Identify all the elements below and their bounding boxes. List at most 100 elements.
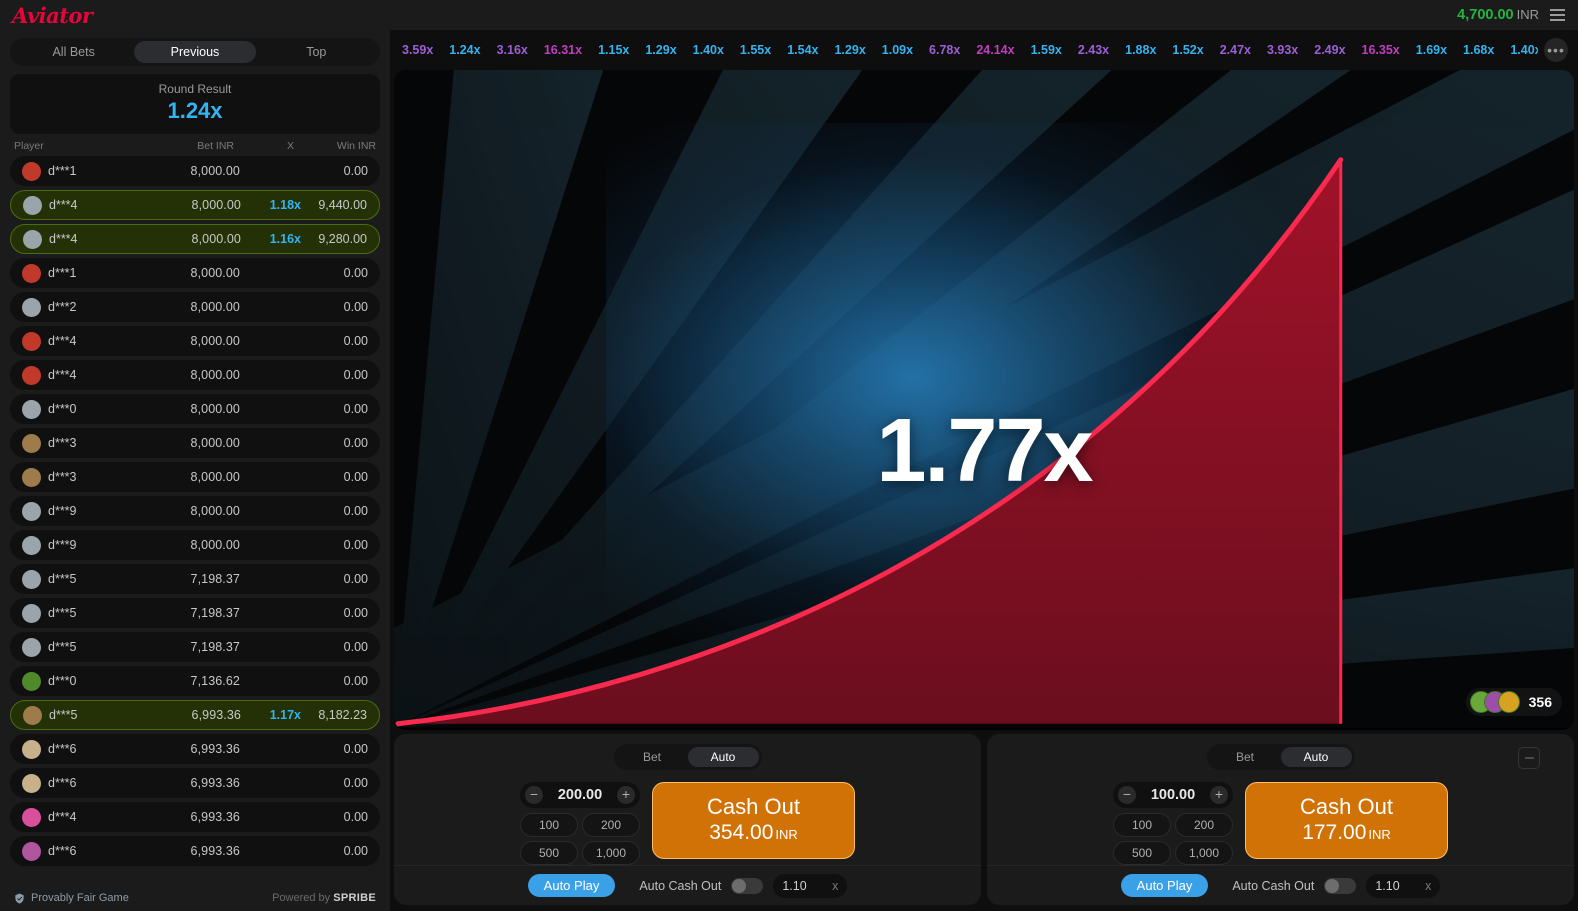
auto-cash-out-toggle[interactable] [1324,877,1357,894]
row-bet: 6,993.36 [190,844,240,858]
history-multiplier[interactable]: 1.29x [834,43,866,57]
cash-out-button[interactable]: Cash Out 177.00 INR [1245,782,1448,859]
avatar [22,331,41,351]
hamburger-menu-icon[interactable] [1549,6,1566,24]
table-row[interactable]: d***9 8,000.00 0.00 [10,496,380,526]
bets-list[interactable]: d***1 8,000.00 0.00 d***4 8,000.00 1.18x 9,440… [0,156,390,885]
collapse-panel-icon[interactable] [1518,747,1540,769]
auto-cash-out-value: 1.10 [1375,878,1400,893]
auto-cash-out-toggle[interactable] [731,877,764,894]
stake-chip[interactable]: 200 [582,813,640,837]
history-multiplier[interactable]: 1.52x [1172,43,1204,57]
table-row[interactable]: d***5 7,198.37 0.00 [10,598,380,628]
auto-cash-out-value: 1.10 [782,878,807,893]
history-multiplier[interactable]: 1.09x [881,43,914,57]
table-row[interactable]: d***2 8,000.00 0.00 [10,292,380,322]
table-row[interactable]: d***1 8,000.00 0.00 [10,156,380,186]
history-multiplier[interactable]: 1.69x [1415,43,1448,57]
stake-chip[interactable]: 1,000 [1175,841,1233,865]
stake-chip[interactable]: 500 [520,841,578,865]
table-row[interactable]: d***4 8,000.00 1.18x 9,440.00 [10,190,380,220]
history-multiplier[interactable]: 2.49x [1314,43,1346,57]
auto-cash-out-field[interactable]: 1.10 x [773,873,848,898]
multiplier-history-list[interactable]: 3.59x 1.24x 3.16x 16.31x 1.15x 1.29x 1.40x 1.55… [402,43,1538,57]
table-row[interactable]: d***0 7,136.62 0.00 [10,666,380,696]
history-multiplier[interactable]: 6.78x [929,43,961,57]
history-multiplier[interactable]: 3.59x [402,43,434,57]
table-row[interactable]: d***5 6,993.36 1.17x 8,182.23 [10,700,380,730]
toggle-auto[interactable]: Auto [687,747,759,767]
table-row[interactable]: d***4 6,993.36 0.00 [10,802,380,832]
history-multiplier[interactable]: 1.54x [787,43,819,57]
table-row[interactable]: d***5 7,198.37 0.00 [10,564,380,594]
history-multiplier[interactable]: 24.14x [976,43,1015,57]
history-multiplier[interactable]: 1.88x [1125,43,1157,57]
players-count-badge[interactable]: 356 [1465,688,1562,716]
balance-currency: INR [1516,7,1539,22]
panel-middle: −200.00 +100 200 500 1,000 Cash Out 354.00 INR [520,782,855,865]
cash-out-button[interactable]: Cash Out 354.00 INR [652,782,855,859]
table-row[interactable]: d***6 6,993.36 0.00 [10,734,380,764]
auto-play-button[interactable]: Auto Play [527,874,616,897]
table-row[interactable]: d***5 7,198.37 0.00 [10,632,380,662]
minus-icon[interactable]: − [1118,786,1136,804]
history-multiplier[interactable]: 2.43x [1077,43,1110,57]
history-multiplier[interactable]: 1.29x [645,43,677,57]
provably-fair-link[interactable]: Provably Fair Game [14,892,129,904]
stake-chip[interactable]: 100 [1113,813,1171,837]
row-player: d***9 [48,538,77,552]
table-row[interactable]: d***4 8,000.00 1.16x 9,280.00 [10,224,380,254]
toggle-auto[interactable]: Auto [1280,747,1352,767]
flight-curve [395,157,1344,727]
table-row[interactable]: d***6 6,993.36 0.00 [10,836,380,866]
history-multiplier[interactable]: 1.24x [449,43,481,57]
tab-all-bets[interactable]: All Bets [52,45,95,59]
provably-fair-label: Provably Fair Game [31,892,129,904]
table-row[interactable]: d***3 8,000.00 0.00 [10,462,380,492]
history-multiplier[interactable]: 1.68x [1463,43,1495,57]
stake-chip[interactable]: 500 [1113,841,1171,865]
history-multiplier[interactable]: 1.40x [692,43,724,57]
stake-chip[interactable]: 1,000 [582,841,640,865]
history-multiplier[interactable]: 3.16x [496,43,528,57]
table-row[interactable]: d***4 8,000.00 0.00 [10,360,380,390]
stake-chip[interactable]: 200 [1175,813,1233,837]
ellipsis-icon[interactable]: ••• [1544,38,1568,62]
history-multiplier[interactable]: 16.31x [543,43,583,57]
table-row[interactable]: d***0 8,000.00 0.00 [10,394,380,424]
auto-cash-out-field[interactable]: 1.10 x [1366,873,1441,898]
toggle-bet[interactable]: Bet [642,750,661,764]
history-multiplier[interactable]: 1.15x [598,43,630,57]
stake-value[interactable]: 100.00 [1150,787,1196,803]
auto-play-button[interactable]: Auto Play [1120,874,1209,897]
history-multiplier[interactable]: 2.47x [1219,43,1251,57]
table-row[interactable]: d***1 8,000.00 0.00 [10,258,380,288]
tab-previous[interactable]: Previous [134,41,256,63]
table-row[interactable]: d***6 6,993.36 0.00 [10,768,380,798]
tab-top[interactable]: Top [306,45,327,59]
table-row[interactable]: d***4 8,000.00 0.00 [10,326,380,356]
cash-out-title: Cash Out [707,793,800,819]
balance-amount: 4,700.00 [1457,7,1514,23]
plus-icon[interactable]: + [1209,786,1228,804]
history-multiplier[interactable]: 16.35x [1361,43,1400,57]
history-multiplier[interactable]: 1.59x [1030,43,1062,57]
row-win: 0.00 [343,368,368,382]
table-row[interactable]: d***3 8,000.00 0.00 [10,428,380,458]
history-multiplier[interactable]: 1.55x [739,43,772,57]
top-bar: Aviator 4,700.00 INR [0,0,1578,30]
row-player: d***3 [48,436,77,450]
history-multiplier[interactable]: 1.40x [1510,43,1538,57]
minus-icon[interactable]: − [525,786,543,804]
row-bet: 8,000.00 [190,402,240,416]
row-win: 0.00 [343,640,368,654]
toggle-bet[interactable]: Bet [1235,750,1254,764]
row-bet: 7,198.37 [190,572,240,586]
plus-icon[interactable]: + [616,786,635,804]
row-win: 0.00 [343,164,368,178]
row-player: d***1 [48,164,77,178]
stake-value[interactable]: 200.00 [557,787,603,803]
history-multiplier[interactable]: 3.93x [1266,43,1299,57]
stake-chip[interactable]: 100 [520,813,578,837]
table-row[interactable]: d***9 8,000.00 0.00 [10,530,380,560]
